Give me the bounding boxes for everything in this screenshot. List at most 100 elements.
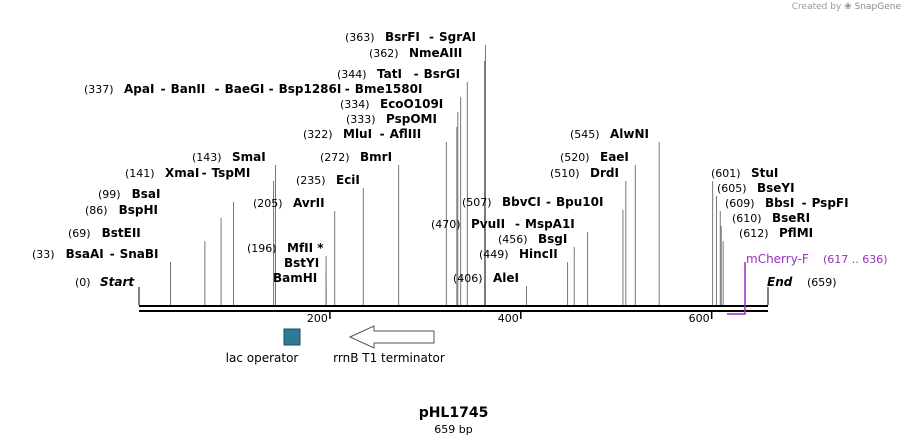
restriction-site[interactable]: (449) HincII [479, 247, 569, 305]
site-position: (601) [711, 167, 741, 180]
restriction-site[interactable]: (337) ApaI - BanII - BaeGI - Bsp1286I - Bme1580I [84, 82, 462, 305]
site-label: (141) XmaI - TspMI [125, 166, 250, 180]
site-label: (470) PvuII - MspA1I [431, 217, 575, 231]
site-label: (406) AleI [453, 271, 519, 285]
site-label: (143) SmaI [192, 150, 266, 164]
enzyme-name: BsaI [132, 187, 161, 201]
feature-lac-operator[interactable]: lac operator [226, 328, 301, 365]
site-label: (362) NmeAIII [369, 46, 462, 60]
restriction-site[interactable]: (86) BspHI [85, 203, 222, 305]
restriction-site[interactable]: (334) EcoO109I [340, 97, 459, 305]
restriction-site[interactable]: (272) BmrI [320, 150, 400, 305]
enzyme-name: HincII [519, 247, 558, 261]
enzyme-name: BsgI [538, 232, 567, 246]
primer-mcherry-f[interactable]: mCherry-F (617 .. 636) [727, 252, 888, 315]
site-label: (196) MfII * [247, 241, 324, 255]
restriction-sites: (33) BsaAI - SnaBI(69) BstEII(86) BspHI(99) Bs… [32, 30, 849, 305]
site-label: (545) AlwNI [570, 127, 649, 141]
site-position: (333) [346, 113, 376, 126]
site-separator: - [380, 127, 385, 141]
restriction-site[interactable]: (510) DrdI [550, 166, 627, 305]
enzyme-name: BsaAI [66, 247, 104, 261]
lac-operator-label: lac operator [226, 351, 299, 365]
restriction-site[interactable]: (235) EciI [296, 173, 364, 305]
restriction-site[interactable]: (333) PspOMI [346, 112, 458, 305]
site-position: (272) [320, 151, 350, 164]
enzyme-name: BstYI [284, 256, 319, 270]
restriction-site[interactable]: (344) TatI - BsrGI [337, 67, 468, 305]
ruler-tick-label: 200 [307, 312, 328, 325]
site-position: (86) [85, 204, 108, 217]
site-label: (610) BseRI [732, 211, 810, 225]
site-label: (235) EciI [296, 173, 360, 187]
restriction-site[interactable]: BamHI [273, 271, 327, 305]
terminator-arrow [348, 325, 435, 349]
site-position: (470) [431, 218, 461, 231]
site-position: (196) [247, 242, 277, 255]
restriction-site[interactable]: (69) BstEII [68, 226, 206, 305]
site-label: (456) BsgI [498, 232, 567, 246]
enzyme-name: NmeAIII [409, 46, 462, 60]
restriction-site[interactable]: (605) BseYI [715, 181, 795, 305]
site-position: (406) [453, 272, 483, 285]
site-separator: - [546, 195, 551, 209]
enzyme-name: AlwNI [610, 127, 649, 141]
restriction-site[interactable]: (456) BsgI [498, 232, 575, 305]
enzyme-name: EaeI [600, 150, 629, 164]
site-position: (363) [345, 31, 375, 44]
enzyme-name: DrdI [590, 166, 619, 180]
enzyme-name: PspOMI [386, 112, 437, 126]
restriction-site[interactable]: (601) StuI [711, 166, 778, 305]
site-label: (605) BseYI [717, 181, 795, 195]
site-label: (69) BstEII [68, 226, 141, 240]
ruler-tick-label: 600 [689, 312, 710, 325]
site-label: (334) EcoO109I [340, 97, 443, 111]
site-position: (33) [32, 248, 55, 261]
snapgene-credit: Created by ❀ SnapGene [792, 2, 901, 12]
restriction-site[interactable]: (507) BbvCI - Bpu10I [462, 195, 624, 305]
enzyme-name: BamHI [273, 271, 317, 285]
restriction-site[interactable]: (520) EaeI [560, 150, 636, 305]
restriction-site[interactable]: (196) MfII * [247, 241, 327, 305]
site-position: (205) [253, 197, 283, 210]
site-position: (545) [570, 128, 600, 141]
start-position: (0) [75, 276, 91, 289]
site-label: (272) BmrI [320, 150, 392, 164]
restriction-site[interactable]: (363) BsrFI - SgrAI [345, 30, 486, 305]
restriction-site[interactable]: (470) PvuII - MspA1I [431, 217, 589, 305]
enzyme-name: BseRI [772, 211, 810, 225]
restriction-site[interactable]: (99) BsaI [98, 187, 234, 305]
restriction-site[interactable]: (609) BbsI - PspFI [719, 196, 849, 305]
enzyme-name: MspA1I [525, 217, 575, 231]
restriction-site[interactable]: (322) MluI - AflIII [303, 127, 447, 305]
enzyme-name: BsrFI [385, 30, 420, 44]
site-separator: - [110, 247, 115, 261]
plasmid-length: 659 bp [434, 423, 473, 436]
restriction-site[interactable]: (612) PflMI [722, 226, 813, 305]
enzyme-name: Bsp1286I [279, 82, 342, 96]
enzyme-name: MfII * [287, 241, 324, 255]
primer-arrow [727, 262, 746, 315]
restriction-site[interactable]: (141) XmaI - TspMI [125, 166, 275, 305]
enzyme-name: PspFI [812, 196, 849, 210]
site-separator: - [414, 67, 419, 81]
site-position: (612) [739, 227, 769, 240]
restriction-site[interactable]: (205) AvrII [253, 196, 336, 305]
site-label: (510) DrdI [550, 166, 619, 180]
enzyme-name: Bme1580I [355, 82, 423, 96]
enzyme-name: ApaI [124, 82, 154, 96]
site-label: (363) BsrFI - SgrAI [345, 30, 476, 44]
snapgene-logo-icon: ❀ [844, 2, 852, 12]
restriction-site[interactable]: (143) SmaI [192, 150, 276, 305]
restriction-site[interactable]: (545) AlwNI [570, 127, 660, 305]
feature-rrnb-t1-terminator[interactable]: rrnB T1 terminator [333, 325, 445, 365]
restriction-site[interactable]: (362) NmeAIII [369, 46, 486, 305]
site-position: (322) [303, 128, 333, 141]
site-separator: - [429, 30, 434, 44]
site-label: (337) ApaI - BanII - BaeGI - Bsp1286I - Bme1580I [84, 82, 422, 96]
restriction-site[interactable]: (33) BsaAI - SnaBI [32, 247, 171, 305]
restriction-site[interactable]: (406) AleI [453, 271, 528, 305]
restriction-site[interactable]: (610) BseRI [720, 211, 810, 305]
site-label: (449) HincII [479, 247, 558, 261]
site-position: (235) [296, 174, 326, 187]
